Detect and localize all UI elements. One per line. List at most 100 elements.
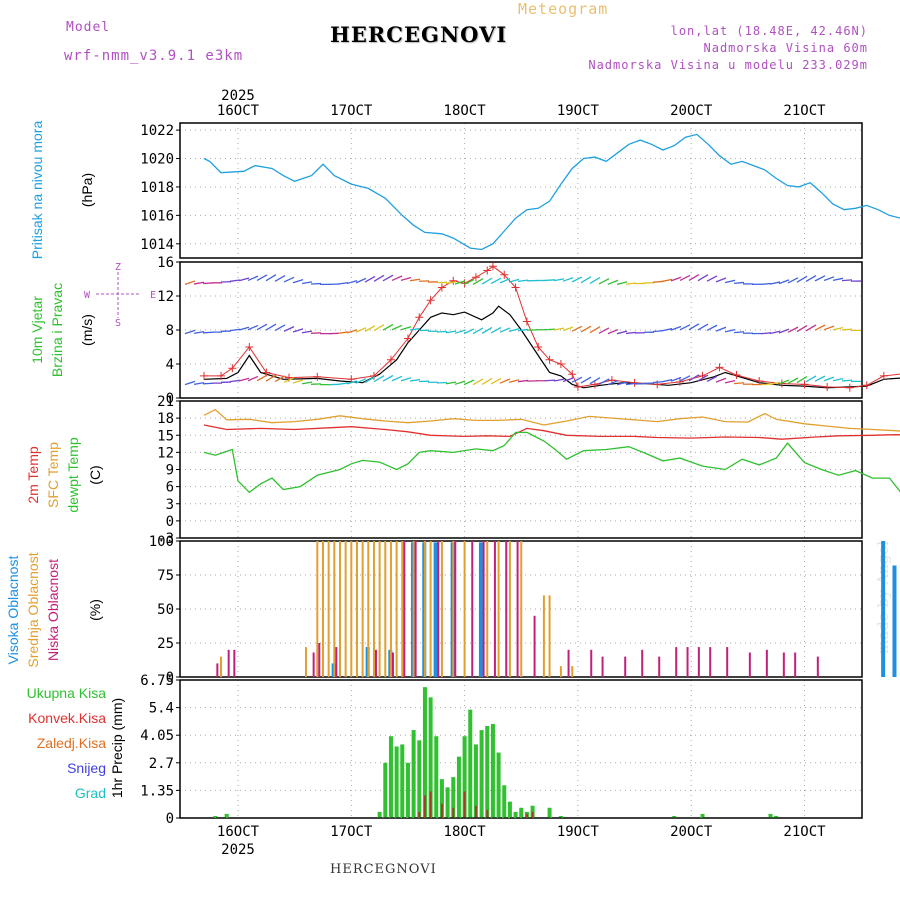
wind-barb — [841, 279, 853, 282]
gust-marker — [675, 377, 684, 386]
convective-bar — [418, 811, 421, 818]
wind-barb — [346, 380, 358, 385]
precip-legend-3: Snijeg — [67, 760, 106, 776]
wind-barb — [562, 277, 574, 282]
cloud-bar-1 — [350, 541, 353, 677]
wind-barb — [544, 328, 556, 331]
wind-barb — [598, 278, 610, 285]
wind-barb — [490, 277, 502, 285]
precip-bar — [547, 807, 552, 818]
wind-barb — [697, 374, 709, 382]
wind-barb — [274, 324, 286, 332]
gust-marker — [545, 355, 554, 364]
wind-barb — [769, 381, 781, 386]
ytick-label: 12 — [157, 445, 174, 461]
wind-barb — [193, 281, 205, 285]
wind-barb — [724, 328, 736, 333]
meteogram-label: Meteogram — [518, 0, 609, 18]
wind-barb — [805, 275, 817, 283]
wind-barb — [778, 279, 790, 285]
cloud-bar-2 — [403, 541, 406, 677]
cloud-bar-2 — [233, 649, 236, 677]
gust-marker — [534, 343, 543, 351]
cloud-bar-2 — [471, 541, 474, 677]
wind-barb — [652, 280, 664, 283]
ytick-label: 6.75 — [140, 673, 174, 689]
wind-barb — [391, 275, 403, 282]
wind-barb — [715, 326, 727, 332]
wind-barb — [283, 326, 295, 332]
wind-barb — [400, 377, 412, 382]
sfc-temp-label: SFC Temp — [45, 442, 61, 508]
convective-bar — [531, 811, 534, 818]
compass-s: S — [115, 318, 121, 329]
wind-barb — [346, 329, 358, 334]
cloud-bar-1 — [304, 647, 307, 677]
wind-barb — [589, 326, 601, 334]
wind-label-2: Brzina i Pravac — [49, 283, 65, 377]
gust-marker — [879, 371, 888, 380]
gust-marker — [217, 371, 226, 380]
xtick-label-bottom: 16OCT — [217, 824, 260, 840]
wind-barb — [841, 379, 853, 382]
wind-barb — [760, 383, 772, 386]
wind-barb — [409, 378, 421, 382]
wind-barb — [796, 325, 808, 333]
ytick-label: 1020 — [140, 152, 174, 168]
cloud-unit: (%) — [87, 599, 103, 621]
gust-marker — [823, 382, 832, 391]
ytick-label: 18 — [157, 411, 174, 427]
wind-barb — [607, 279, 619, 285]
cloud-bar-2 — [641, 649, 644, 677]
wind-label-1: 10m Vjetar — [29, 296, 45, 364]
wind-barb — [544, 379, 556, 382]
cloud-bar-2 — [505, 541, 508, 677]
wind-barb — [607, 328, 619, 335]
wind-barb — [499, 278, 511, 284]
wind-barb — [841, 328, 853, 331]
cloud-bar-1 — [486, 541, 489, 677]
wind-barb — [679, 274, 691, 282]
cloud-bar-1 — [395, 541, 398, 677]
wind-barb — [373, 324, 385, 332]
wind-barb — [706, 375, 718, 383]
wind-barb — [256, 323, 268, 331]
wind-barb — [769, 281, 781, 285]
wind-barb — [697, 274, 709, 282]
cloud-bar-1 — [401, 541, 404, 677]
cloud-bar-1 — [344, 541, 347, 677]
gust-marker — [369, 371, 378, 380]
wind-barb — [454, 380, 466, 385]
cloud-bar-1 — [520, 541, 523, 677]
cloud-bar-1 — [548, 595, 551, 677]
wind-barb — [490, 326, 502, 334]
compass-n: Z — [115, 262, 121, 273]
precip-bar — [445, 787, 450, 818]
precip-bar — [672, 815, 677, 818]
wind-barb — [301, 330, 313, 334]
cloud-bar-0 — [433, 542, 438, 677]
cloud-bar-2 — [391, 652, 394, 677]
wind-barb — [301, 281, 313, 285]
wind-barb — [337, 382, 349, 386]
xtick-label-top: 16OCT — [217, 103, 260, 119]
cloud-bar-2 — [658, 656, 661, 677]
cloud-bar-2 — [590, 649, 593, 677]
wind-barb — [733, 281, 745, 285]
gust-marker — [386, 355, 395, 364]
wind-barb — [715, 277, 727, 283]
wind-barb — [796, 275, 808, 283]
wind-barb — [571, 325, 583, 332]
wind-barb — [445, 381, 457, 385]
wind-barb — [238, 277, 250, 282]
wind-barb — [346, 279, 358, 285]
wind-speed-line — [203, 305, 900, 389]
convective-bar — [525, 813, 528, 818]
location-coords: lon,lat (18.48E, 42.46N) — [670, 24, 868, 38]
temp-unit: (C) — [87, 465, 103, 484]
cloud-bar-2 — [482, 541, 485, 677]
wind-barb — [670, 376, 682, 382]
cloud-bar-2 — [782, 652, 785, 677]
xtick-label-top: 19OCT — [557, 103, 600, 119]
wind-barb — [238, 326, 250, 331]
